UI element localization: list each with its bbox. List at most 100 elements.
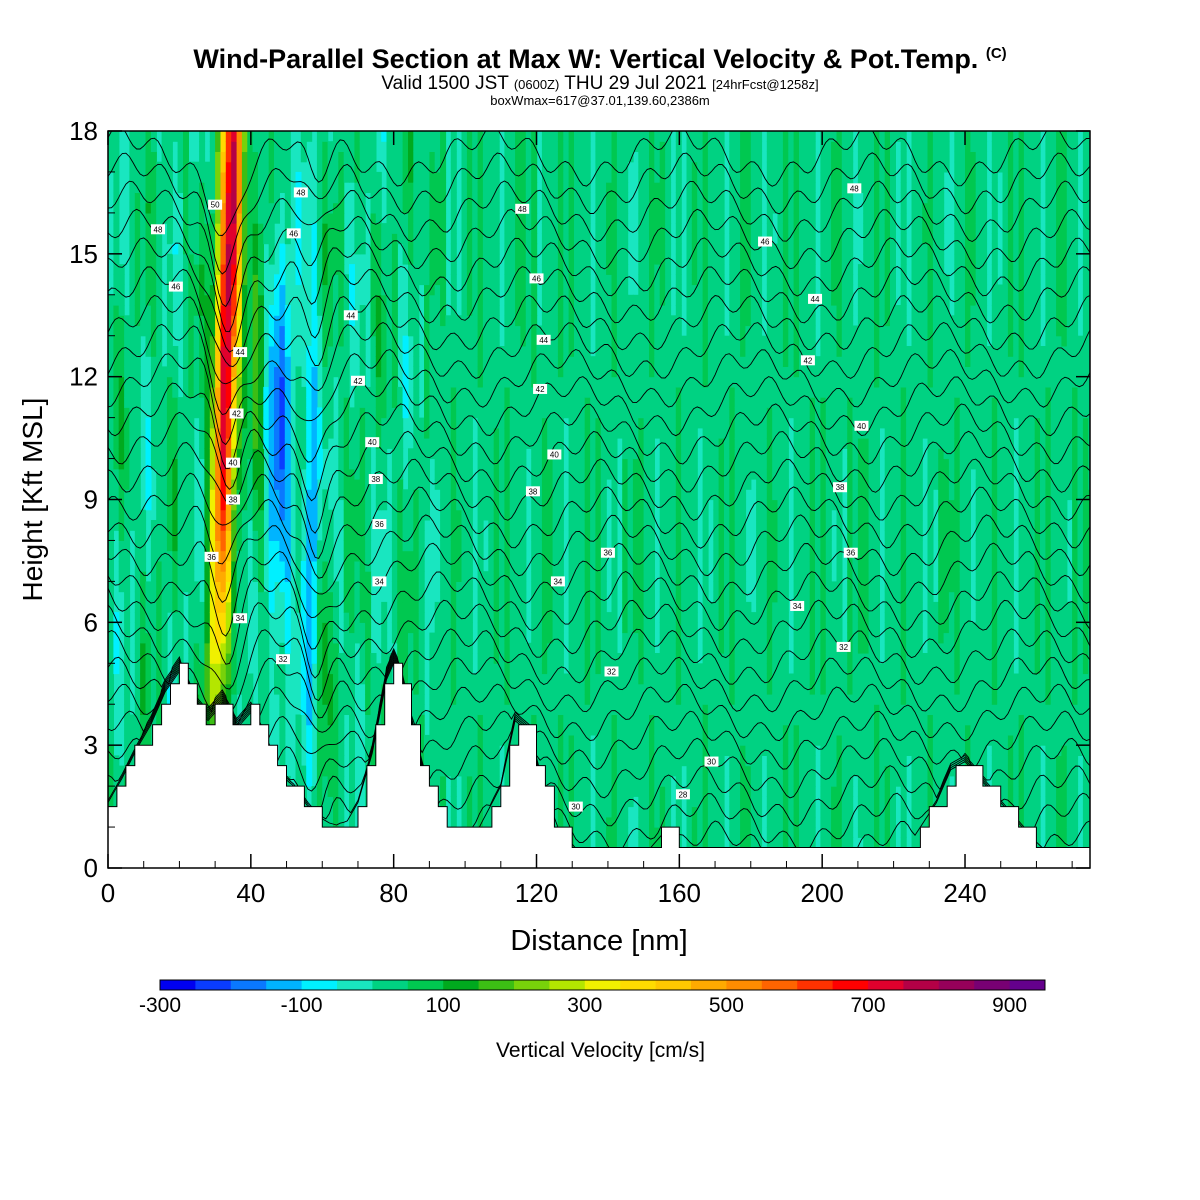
velocity-cell	[413, 315, 420, 327]
velocity-cell	[118, 520, 125, 531]
velocity-cell	[172, 366, 179, 378]
velocity-cell	[563, 407, 570, 419]
velocity-cell	[386, 305, 393, 316]
velocity-cell	[311, 479, 318, 490]
velocity-cell	[279, 253, 286, 265]
velocity-cell	[499, 509, 505, 521]
velocity-cell	[429, 642, 436, 654]
velocity-cell	[541, 366, 548, 378]
velocity-cell	[284, 192, 291, 204]
velocity-cell	[429, 427, 436, 439]
velocity-cell	[531, 294, 538, 306]
velocity-cell	[268, 223, 275, 234]
velocity-cell	[552, 386, 559, 398]
velocity-cell	[552, 284, 559, 296]
velocity-cell	[504, 663, 511, 675]
velocity-cell	[166, 182, 173, 193]
velocity-cell	[515, 530, 522, 541]
velocity-cell	[145, 438, 152, 449]
velocity-cell	[172, 653, 179, 664]
velocity-cell	[531, 663, 538, 675]
velocity-cell	[354, 223, 361, 234]
velocity-cell	[381, 356, 388, 367]
velocity-cell	[456, 376, 463, 388]
velocity-cell	[499, 346, 505, 357]
velocity-cell	[258, 694, 264, 705]
velocity-cell	[418, 131, 425, 142]
velocity-cell	[327, 786, 334, 797]
velocity-cell	[509, 325, 516, 337]
velocity-cell	[188, 601, 195, 613]
velocity-cell	[488, 489, 495, 501]
velocity-cell	[402, 581, 409, 593]
velocity-cell	[140, 663, 147, 675]
velocity-cell	[531, 694, 538, 705]
velocity-cell	[429, 632, 436, 644]
velocity-cell	[450, 458, 457, 470]
velocity-cell	[295, 233, 302, 245]
velocity-cell	[557, 612, 564, 623]
velocity-cell	[236, 131, 243, 142]
velocity-cell	[129, 141, 136, 152]
velocity-cell	[274, 438, 280, 449]
velocity-cell	[557, 755, 564, 767]
velocity-cell	[359, 642, 366, 654]
velocity-cell	[413, 212, 420, 224]
velocity-cell	[482, 806, 489, 818]
velocity-cell	[177, 540, 184, 552]
velocity-cell	[466, 622, 473, 634]
velocity-cell	[166, 489, 173, 501]
velocity-cell	[209, 612, 216, 623]
velocity-cell	[113, 212, 120, 224]
velocity-cell	[268, 335, 275, 347]
velocity-cell	[354, 622, 361, 634]
velocity-cell	[493, 489, 500, 501]
velocity-cell	[295, 571, 302, 582]
velocity-cell	[145, 591, 152, 603]
velocity-cell	[381, 407, 388, 419]
velocity-cell	[408, 171, 414, 183]
velocity-cell	[193, 386, 200, 398]
velocity-cell	[466, 151, 473, 163]
velocity-cell	[552, 632, 559, 644]
velocity-cell	[343, 479, 350, 490]
velocity-cell	[488, 182, 495, 193]
velocity-cell	[156, 704, 163, 715]
velocity-cell	[113, 335, 120, 347]
velocity-cell	[166, 427, 173, 439]
velocity-cell	[322, 540, 329, 552]
velocity-cell	[225, 622, 232, 634]
velocity-cell	[541, 704, 548, 715]
velocity-cell	[456, 458, 463, 470]
velocity-cell	[150, 407, 157, 419]
velocity-cell	[113, 438, 120, 449]
velocity-cell	[509, 141, 516, 152]
velocity-cell	[504, 366, 511, 378]
velocity-cell	[252, 233, 259, 245]
velocity-cell	[124, 386, 131, 398]
velocity-cell	[515, 386, 522, 398]
velocity-cell	[338, 376, 345, 388]
velocity-cell	[359, 212, 366, 224]
velocity-cell	[450, 264, 457, 275]
velocity-cell	[499, 499, 505, 511]
velocity-cell	[359, 653, 366, 664]
velocity-cell	[482, 499, 489, 511]
velocity-cell	[140, 182, 147, 193]
velocity-cell	[183, 223, 189, 234]
velocity-cell	[193, 335, 200, 347]
velocity-cell	[183, 560, 189, 572]
velocity-cell	[440, 520, 447, 531]
velocity-cell	[456, 642, 463, 654]
velocity-cell	[354, 141, 361, 152]
velocity-cell	[461, 407, 468, 419]
velocity-cell	[199, 622, 206, 634]
velocity-cell	[499, 386, 505, 398]
velocity-cell	[124, 550, 131, 562]
velocity-cell	[440, 540, 447, 552]
velocity-cell	[252, 356, 259, 367]
velocity-cell	[408, 509, 414, 521]
velocity-cell	[177, 182, 184, 193]
velocity-cell	[215, 386, 222, 398]
velocity-cell	[209, 520, 216, 531]
